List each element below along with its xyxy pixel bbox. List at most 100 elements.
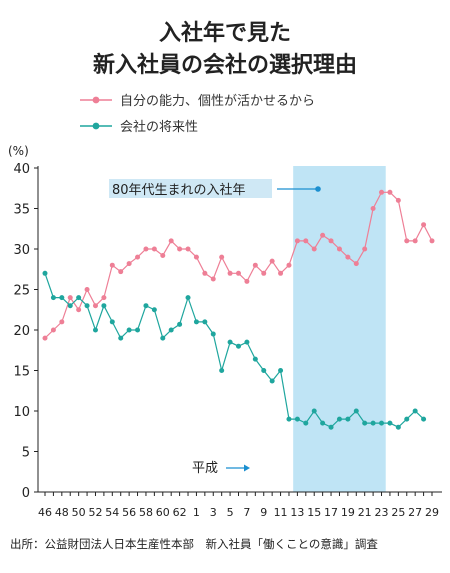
series-1-point [370, 420, 376, 426]
annotation-80s-label: 80年代生まれの入社年 [112, 182, 246, 198]
x-tick-label: 5 [227, 506, 234, 519]
x-tick-label: 11 [274, 506, 288, 519]
series-0-point [244, 278, 250, 284]
y-ticks: 0 5 10 15 20 25 30 35 40 [13, 162, 38, 501]
x-tick-label: 46 [38, 506, 52, 519]
legend: 自分の能力、個性が活かせるから 会社の将来性 [80, 94, 315, 135]
y-tick-label: 10 [13, 405, 30, 420]
x-tick-label: 56 [122, 506, 136, 519]
x-tick-label: 23 [375, 506, 389, 519]
series-0-point [362, 246, 368, 252]
series-1-point [50, 295, 56, 301]
series-0-point [84, 287, 90, 292]
series-0-point [336, 246, 342, 252]
chart-title-line2: 新入社員の会社の選択理由 [93, 52, 357, 78]
series-1-point [193, 319, 199, 325]
series-0-point [345, 254, 351, 260]
annotation-80s: 80年代生まれの入社年 [109, 179, 321, 198]
series-1-point [59, 295, 65, 301]
series-1-point [76, 295, 82, 301]
series-0-point [261, 270, 267, 276]
y-tick-label: 30 [13, 243, 30, 258]
x-tick-label: 50 [72, 506, 86, 519]
series-1-point [261, 368, 267, 373]
series-0-point [109, 262, 115, 268]
x-tick-label: 13 [290, 506, 304, 519]
series-0-point [395, 197, 401, 203]
series-0-point [210, 276, 216, 282]
series-1-point [177, 321, 183, 327]
annotation-80s-bg [109, 179, 272, 198]
x-tick-label: 48 [55, 506, 69, 519]
annotation-heisei-label: 平成 [192, 461, 218, 476]
y-tick-label: 40 [13, 162, 30, 177]
source-note: 出所：公益財団法人日本生産性本部 新入社員「働くことの意識」調査 [10, 537, 378, 551]
series-0-point [168, 238, 174, 244]
series-0-point [177, 246, 183, 252]
series-0-point [42, 335, 48, 341]
series-1-point [118, 335, 124, 341]
series-0-point [387, 189, 393, 195]
series-0-point [412, 238, 418, 244]
series-1-point [236, 343, 241, 349]
series-0-point [202, 270, 208, 276]
series-0-point [135, 254, 141, 260]
x-tick-label: 27 [408, 506, 422, 519]
x-tick-label: 7 [243, 506, 250, 519]
x-ticks: 46 48 50 52 54 56 58 60 62 1 3 5 7 9 11 13 15 17 19 21 23 25 2… [38, 492, 439, 519]
x-tick-label: 62 [173, 506, 187, 519]
series-1-point [336, 416, 342, 422]
series-0-point [421, 222, 427, 228]
series-1-point [160, 335, 166, 341]
series-0-point [50, 327, 56, 333]
series-1-point [227, 339, 233, 345]
series-1-point [278, 368, 284, 373]
x-tick-label: 3 [210, 506, 217, 519]
series-0-point [219, 254, 225, 260]
x-tick-label: 19 [341, 506, 355, 519]
series-1-point [286, 416, 292, 422]
series-0-point [59, 319, 65, 325]
x-tick-label: 54 [105, 506, 119, 519]
series-0-point [286, 262, 292, 268]
series-0-point [370, 206, 376, 211]
series-1-point [42, 270, 48, 276]
series-0-point [303, 238, 309, 244]
y-tick-label: 5 [22, 446, 30, 461]
series-1-point [421, 416, 427, 422]
legend-label-ability: 自分の能力、個性が活かせるから [120, 94, 315, 109]
annotation-heisei: 平成 [192, 461, 250, 476]
series-0-point [353, 261, 359, 267]
x-tick-label: 21 [358, 506, 372, 519]
series-0-point [320, 232, 326, 238]
series-0-point [143, 246, 149, 252]
series-0-point [101, 295, 107, 301]
series-1-point [135, 327, 141, 333]
series-1-point [353, 408, 359, 414]
series-0-point [379, 189, 385, 195]
series-line-1 [44, 273, 425, 428]
series-0-point [278, 270, 284, 276]
x-tick-label: 1 [193, 506, 200, 519]
x-tick-label: 52 [88, 506, 102, 519]
legend-marker-future [92, 122, 100, 130]
y-unit-label: (%) [8, 144, 29, 158]
series-1-point [345, 416, 351, 422]
series-0-point [294, 238, 300, 244]
x-tick-label: 17 [324, 506, 338, 519]
legend-marker-ability [92, 96, 100, 104]
series-1-point [210, 331, 216, 337]
chart-title-line1: 入社年で見た [159, 20, 291, 46]
series-0-point [236, 270, 241, 276]
series-1-point [395, 424, 401, 430]
series-0-point [227, 270, 233, 276]
series-1-point [84, 303, 90, 309]
series-1-point [387, 420, 393, 426]
y-tick-label: 0 [22, 486, 30, 501]
series-1-point [143, 303, 149, 309]
series-1-point [311, 408, 317, 414]
series-1-point [185, 295, 191, 301]
y-tick-label: 35 [13, 203, 30, 218]
series-1-point [168, 327, 174, 333]
